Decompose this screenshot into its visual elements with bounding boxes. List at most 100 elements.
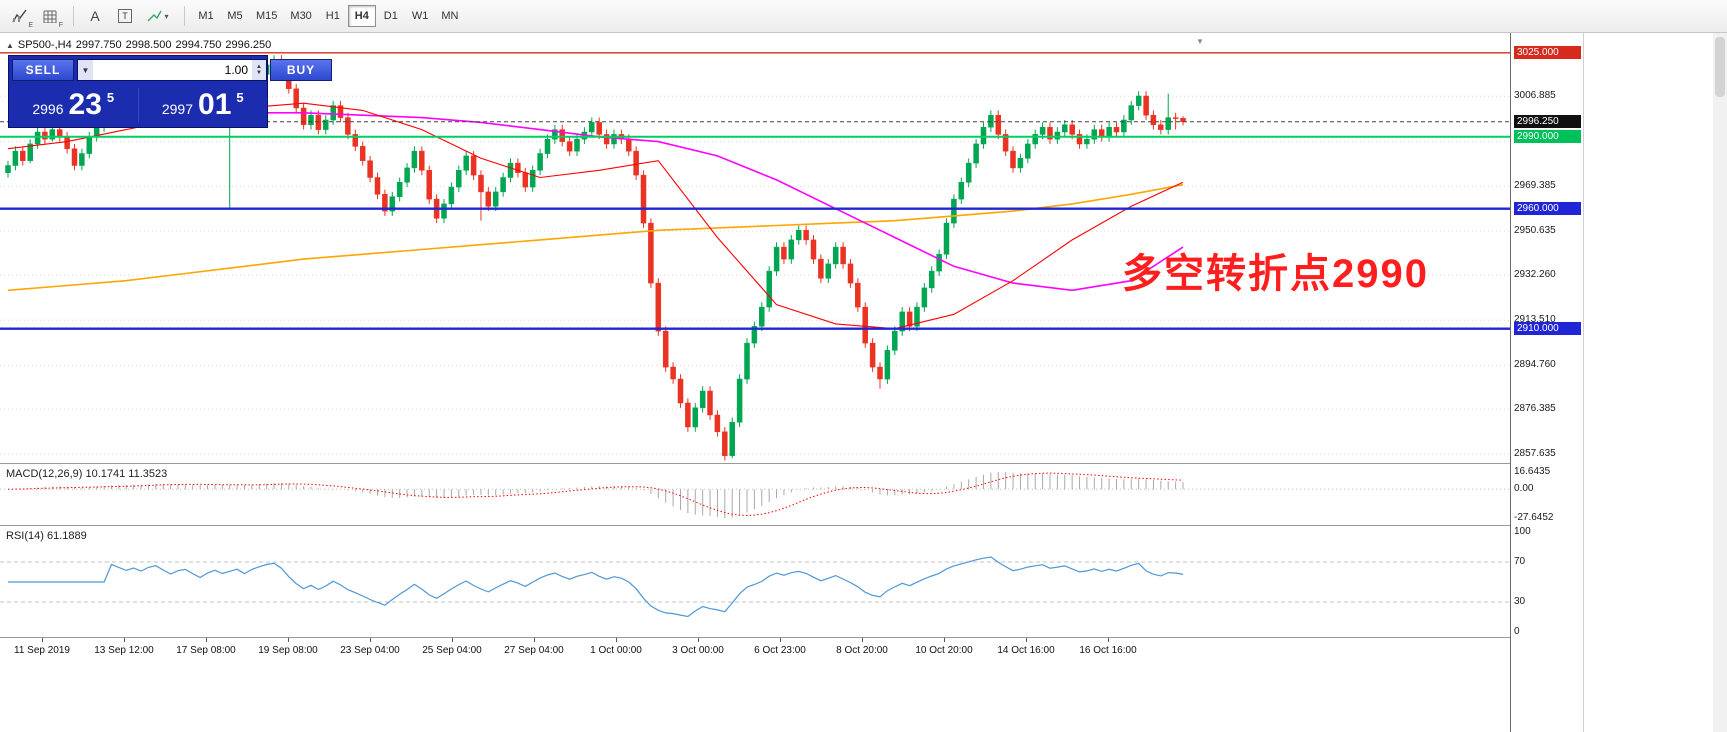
timeframe-w1[interactable]: W1: [411, 10, 429, 22]
scrollbar-thumb[interactable]: [1715, 37, 1725, 97]
macd-chart: [0, 472, 1510, 518]
timeframe-h4[interactable]: H4: [347, 5, 376, 27]
toolbar: E F A T ▾ M1 M5 M15 M30 H1 H4 D1 W1 MN: [0, 0, 1727, 33]
grid-tool-icon[interactable]: F: [36, 4, 64, 29]
sell-button[interactable]: SELL: [12, 59, 74, 81]
time-axis-label: 19 Sep 08:00: [258, 645, 318, 656]
volume-input[interactable]: [93, 60, 252, 80]
price-axis-label: 2960.000: [1514, 201, 1581, 215]
price-axis-label: 3006.885: [1514, 90, 1556, 102]
time-axis-label: 27 Sep 04:00: [504, 645, 564, 656]
ask-fraction: 5: [236, 89, 244, 105]
macd-label: MACD(12,26,9) 10.1741 11.3523: [6, 468, 168, 480]
one-click-trading-panel: SELL ▼ ▲ ▼ BUY 2996 23 5: [8, 55, 332, 128]
toolbar-separator: [73, 6, 74, 26]
timeframe-m5[interactable]: M5: [227, 10, 243, 22]
time-axis-label: 14 Oct 16:00: [997, 645, 1055, 656]
timeframe-m1[interactable]: M1: [198, 10, 214, 22]
time-axis[interactable]: 11 Sep 2019 13 Sep 12:00 17 Sep 08:00 19 Se…: [0, 637, 1510, 663]
rsi-chart: [0, 556, 1510, 618]
time-axis-label: 8 Oct 20:00: [836, 645, 888, 656]
price-axis-label: 2950.635: [1514, 225, 1556, 237]
rsi-axis-label: 0: [1514, 626, 1520, 637]
spin-down-icon[interactable]: ▼: [256, 70, 262, 76]
bid-pips: 23: [68, 88, 102, 121]
collapse-arrow-icon[interactable]: ▲: [6, 41, 14, 50]
rsi-pane[interactable]: RSI(14) 61.1889: [0, 525, 1510, 637]
price-axis-label: 2913.510: [1514, 314, 1556, 326]
volume-control: ▼ ▲ ▼: [77, 59, 267, 81]
time-axis-tick: [698, 638, 699, 642]
macd-pane[interactable]: MACD(12,26,9) 10.1741 11.3523: [0, 463, 1510, 525]
price-axis-label: 2894.760: [1514, 359, 1556, 371]
bid-price[interactable]: 2996 23 5: [9, 90, 138, 120]
time-axis-tick: [1026, 638, 1027, 642]
time-axis-tick: [452, 638, 453, 642]
price-axis-label: 2990.000: [1514, 129, 1581, 143]
label-tool-letter: T: [118, 9, 132, 23]
rsi-axis-label: 100: [1514, 526, 1531, 537]
buy-button[interactable]: BUY: [270, 59, 332, 81]
ask-pips: 01: [198, 88, 232, 121]
time-axis-label: 6 Oct 23:00: [754, 645, 806, 656]
timeframe-toolbar: M1 M5 M15 M30 H1 H4 D1 W1 MN: [192, 5, 465, 27]
macd-axis-label: 0.00: [1514, 483, 1534, 495]
price-axis-label: 3025.000: [1514, 45, 1581, 59]
rsi-axis-label: 30: [1514, 596, 1526, 607]
close-value: 2996.250: [225, 39, 272, 51]
time-axis-tick: [780, 638, 781, 642]
open-value: 2997.750: [75, 39, 122, 51]
time-axis-label: 25 Sep 04:00: [422, 645, 482, 656]
price-axis-label: 2932.260: [1514, 269, 1556, 281]
time-axis-tick: [288, 638, 289, 642]
time-axis-tick: [206, 638, 207, 642]
charts-tool-letter: E: [28, 22, 33, 29]
bid-fraction: 5: [106, 89, 115, 105]
time-axis-tick: [42, 638, 43, 642]
ask-big-figure: 2997: [161, 101, 194, 117]
high-value: 2998.500: [125, 39, 172, 51]
price-axis-label: 2857.635: [1514, 448, 1556, 460]
time-axis-label: 17 Sep 08:00: [176, 645, 236, 656]
volume-spinner[interactable]: ▲ ▼: [252, 60, 266, 80]
time-axis-tick: [534, 638, 535, 642]
time-axis-label: 16 Oct 16:00: [1079, 645, 1137, 656]
spin-up-icon[interactable]: ▲: [256, 64, 262, 70]
time-axis-tick: [862, 638, 863, 642]
timeframe-mn[interactable]: MN: [441, 10, 459, 22]
time-axis-label: 11 Sep 2019: [14, 645, 70, 656]
rsi-axis-label: 70: [1514, 556, 1526, 567]
symbol-label: SP500-,H4: [17, 39, 72, 51]
line-studies-icon[interactable]: ▾: [141, 4, 175, 28]
toolbar-separator: [184, 6, 185, 26]
price-axis-label: 2876.385: [1514, 403, 1556, 415]
label-tool-icon[interactable]: T: [111, 4, 139, 28]
chart-shift-marker-icon[interactable]: ▼: [1196, 37, 1204, 46]
ask-price[interactable]: 2997 01 5: [139, 90, 268, 120]
timeframe-m15[interactable]: M15: [256, 10, 278, 22]
time-axis-tick: [370, 638, 371, 642]
vertical-scrollbar[interactable]: [1713, 33, 1727, 732]
timeframe-h1[interactable]: H1: [325, 10, 340, 22]
bid-big-figure: 2996: [32, 101, 64, 117]
price-divider: [137, 88, 139, 122]
volume-dropdown-icon[interactable]: ▼: [78, 60, 93, 80]
text-tool-icon[interactable]: A: [90, 8, 100, 24]
price-axis-label: 2969.385: [1514, 180, 1556, 192]
time-axis-tick: [124, 638, 125, 642]
timeframe-d1[interactable]: D1: [383, 10, 398, 22]
rsi-label: RSI(14) 61.1889: [6, 530, 87, 542]
macd-axis-label: -27.6452: [1514, 512, 1554, 523]
charts-tool-icon[interactable]: E: [6, 4, 34, 29]
annotation-text: 多空转折点2990: [1122, 252, 1429, 296]
price-axis-label: 2996.250: [1514, 114, 1581, 128]
time-axis-label: 3 Oct 00:00: [672, 645, 724, 656]
macd-axis-label: 16.6435: [1514, 466, 1551, 477]
timeframe-m30[interactable]: M30: [290, 10, 312, 22]
chart-window[interactable]: ▲ SP500-,H4 2997.750 2998.500 2994.750 2996.2…: [0, 33, 1510, 732]
time-axis-label: 23 Sep 04:00: [340, 645, 400, 656]
price-axis[interactable]: 3025.000 3006.885 2996.250 2990.000 2969.385…: [1510, 33, 1583, 732]
time-axis-label: 1 Oct 00:00: [590, 645, 642, 656]
grid-tool-letter: F: [58, 22, 63, 29]
